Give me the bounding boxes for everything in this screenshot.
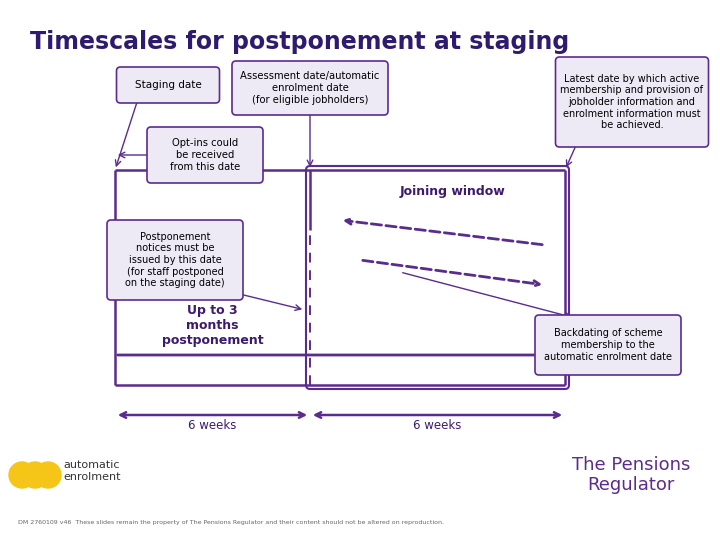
Text: Opt-ins could
be received
from this date: Opt-ins could be received from this date <box>170 138 240 172</box>
FancyBboxPatch shape <box>117 67 220 103</box>
Circle shape <box>35 462 61 488</box>
Text: Latest date by which active
membership and provision of
jobholder information an: Latest date by which active membership a… <box>560 74 703 130</box>
Text: Timescales for postponement at staging: Timescales for postponement at staging <box>30 30 570 54</box>
FancyBboxPatch shape <box>107 220 243 300</box>
Text: 6 weeks: 6 weeks <box>413 419 462 432</box>
Text: DM 2760109 v46  These slides remain the property of The Pensions Regulator and t: DM 2760109 v46 These slides remain the p… <box>18 520 444 525</box>
FancyBboxPatch shape <box>147 127 263 183</box>
Text: Assessment date/automatic
enrolment date
(for eligible jobholders): Assessment date/automatic enrolment date… <box>240 71 379 105</box>
Text: automatic
enrolment: automatic enrolment <box>63 460 120 482</box>
Text: The Pensions
Regulator: The Pensions Regulator <box>572 456 690 495</box>
FancyBboxPatch shape <box>556 57 708 147</box>
Text: Backdating of scheme
membership to the
automatic enrolment date: Backdating of scheme membership to the a… <box>544 328 672 362</box>
Text: Postponement
notices must be
issued by this date
(for staff postponed
on the sta: Postponement notices must be issued by t… <box>125 232 225 288</box>
Circle shape <box>9 462 35 488</box>
Text: Joining window: Joining window <box>400 186 505 199</box>
FancyBboxPatch shape <box>535 315 681 375</box>
Text: Staging date: Staging date <box>135 80 202 90</box>
FancyBboxPatch shape <box>232 61 388 115</box>
Text: Up to 3
months
postponement: Up to 3 months postponement <box>162 304 264 347</box>
Text: 6 weeks: 6 weeks <box>189 419 237 432</box>
Circle shape <box>22 462 48 488</box>
